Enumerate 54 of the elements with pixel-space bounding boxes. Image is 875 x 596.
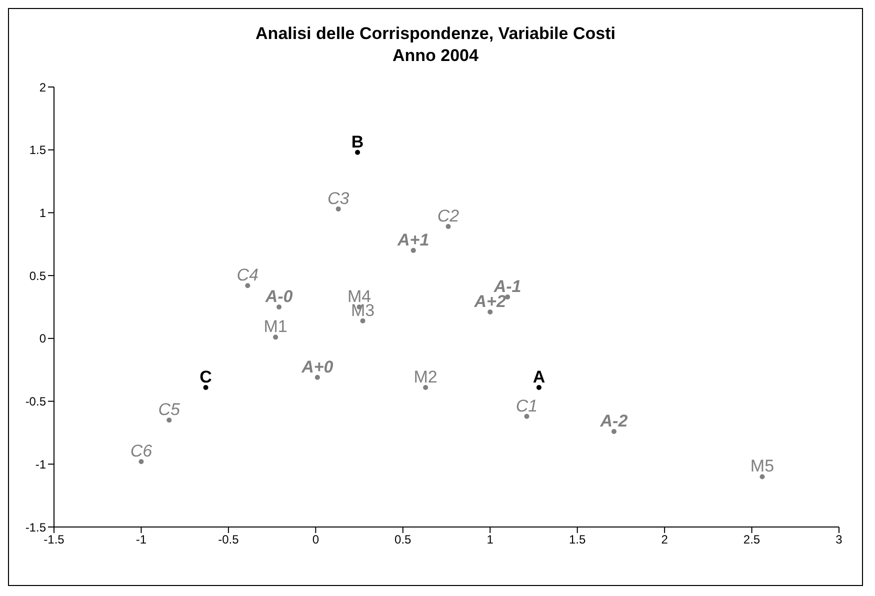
data-label: A+0 (300, 357, 334, 376)
data-label: M1 (264, 317, 288, 336)
point (138, 459, 144, 464)
y-tick-label: 1.5 (29, 143, 46, 158)
point (488, 310, 493, 315)
y-tick-label: 1 (39, 206, 46, 220)
point (423, 384, 428, 390)
data-label: A-0 (264, 287, 294, 306)
point (760, 474, 765, 480)
chart-title: Analisi delle Corrispondenze, Variabile Costi (254, 23, 616, 45)
x-tick-label: 0.5 (394, 532, 412, 547)
point (355, 150, 360, 155)
x-tick-label: 2 (661, 532, 668, 547)
point (446, 224, 451, 230)
point (611, 428, 616, 434)
y-tick-label: -1 (35, 457, 46, 472)
data-label: M2 (414, 367, 438, 386)
x-tick-label: 0 (312, 532, 320, 547)
point (166, 418, 172, 423)
data-label: M3 (350, 300, 375, 320)
x-tick-label: 2.5 (743, 532, 760, 547)
data-label: A-2 (599, 411, 628, 430)
data-label: B (351, 132, 364, 152)
x-tick-label: 1.5 (568, 532, 586, 547)
y-tick-label: 2 (39, 80, 46, 94)
x-tick-label: 3 (836, 532, 843, 547)
data-label: C3 (327, 188, 350, 208)
data-label: C2 (437, 206, 460, 226)
y-tick-label: -0.5 (25, 394, 46, 409)
data-label: C6 (130, 442, 153, 461)
point (360, 318, 366, 324)
y-tick-label: 0 (39, 332, 46, 346)
x-tick-label: -1 (136, 532, 147, 547)
y-tick-label: 0.5 (29, 268, 46, 283)
data-label: C1 (516, 396, 538, 416)
data-label: A+1 (396, 230, 430, 250)
data-label: C4 (236, 266, 258, 285)
point (410, 248, 416, 253)
point (245, 283, 250, 288)
point (276, 304, 282, 310)
x-tick-label: -0.5 (218, 532, 240, 547)
point (536, 384, 542, 390)
data-label: C (200, 367, 212, 386)
point (524, 414, 530, 419)
data-label: M5 (750, 456, 774, 476)
data-label: A (532, 367, 546, 386)
point (336, 206, 341, 212)
point (273, 334, 278, 340)
point (314, 374, 320, 380)
point (203, 384, 208, 390)
data-label: C5 (158, 400, 181, 420)
chart-subtitle: Anno 2004 (392, 45, 480, 67)
y-tick-label: -1.5 (25, 520, 46, 534)
x-tick-label: 1 (486, 532, 494, 547)
